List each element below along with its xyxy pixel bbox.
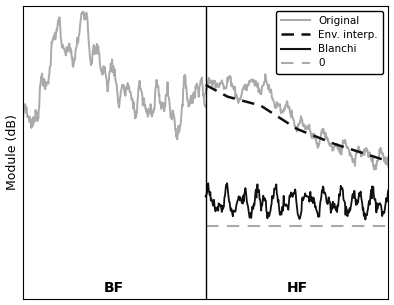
Text: BF: BF xyxy=(104,281,124,295)
Y-axis label: Module (dB): Module (dB) xyxy=(6,115,19,190)
Text: HF: HF xyxy=(286,281,308,295)
Legend: Original, Env. interp., Blanchi, 0: Original, Env. interp., Blanchi, 0 xyxy=(276,11,383,74)
